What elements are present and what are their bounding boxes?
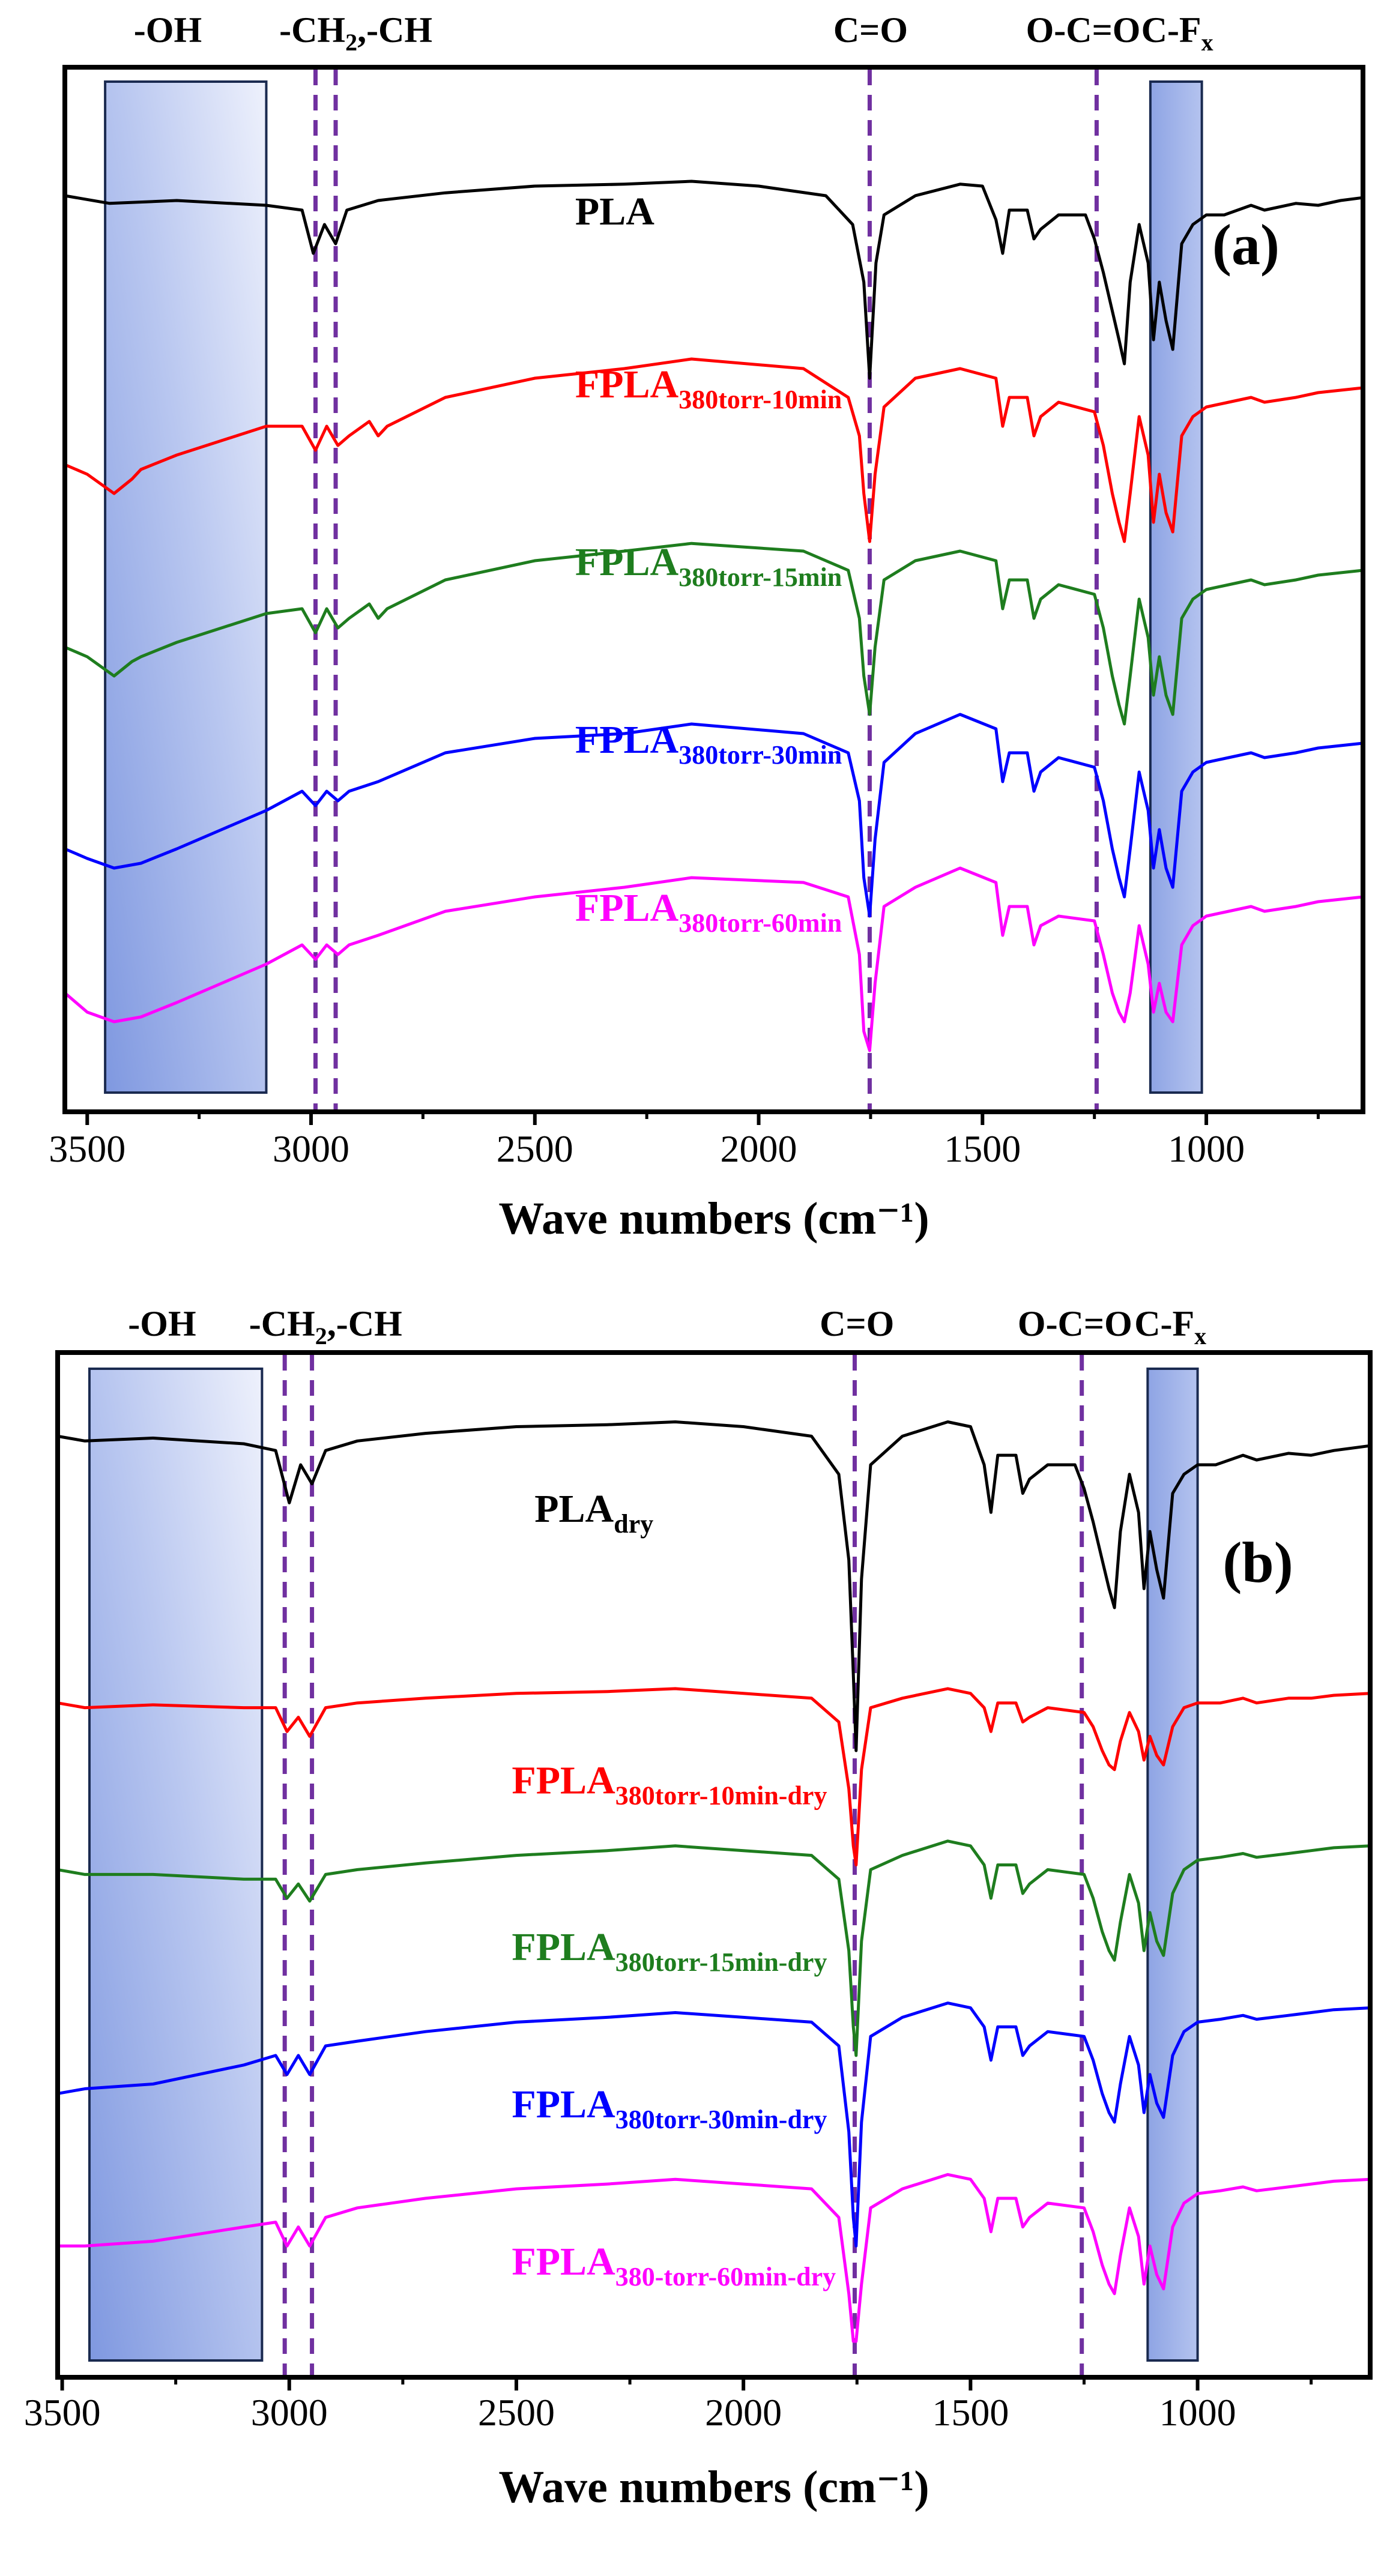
x-tick-label-4: 1500 <box>944 1127 1021 1170</box>
series-label-4: FPLA380torr-60min <box>575 886 842 938</box>
series-label-3: FPLA380torr-30min-dry <box>512 2083 827 2134</box>
x-tick-label-2: 2500 <box>478 2391 555 2434</box>
plot-frame <box>55 1350 1373 2380</box>
panel-label: (a) <box>1212 213 1280 277</box>
series-label-2: FPLA380torr-15min-dry <box>512 1925 827 1977</box>
panel-b: PLAdry FPLA380torr-10min-dry FPLA380torr-1… <box>24 1304 1373 2512</box>
shaded-band-oh <box>88 1368 264 2362</box>
plot-frame <box>62 65 1365 1114</box>
top-annotation-3: O-C=O <box>1026 10 1141 50</box>
series-line-3 <box>57 2001 1371 2248</box>
series-line-0 <box>57 1420 1371 1752</box>
x-tick-label-4: 1500 <box>932 2391 1009 2434</box>
shaded-band-oh <box>104 80 268 1094</box>
series-label-1: FPLA380torr-10min-dry <box>512 1758 827 1810</box>
series-label-0: PLAdry <box>534 1487 653 1539</box>
top-annotation-2: C=O <box>833 10 908 50</box>
top-annotation-4: C-Fx <box>1141 10 1213 56</box>
x-tick-label-1: 3000 <box>251 2391 328 2434</box>
top-annotation-2: C=O <box>820 1304 894 1344</box>
x-axis-label: Wave numbers (cm⁻¹) <box>498 1193 929 1244</box>
series-label-2: FPLA380torr-15min <box>575 540 842 592</box>
panel-label: (b) <box>1222 1530 1293 1594</box>
top-annotation-4: C-Fx <box>1134 1304 1206 1350</box>
series-line-2 <box>57 1839 1371 2057</box>
top-annotation-3: O-C=O <box>1018 1304 1132 1344</box>
series-line-3 <box>64 713 1364 918</box>
shaded-band-cfx <box>1149 80 1203 1094</box>
x-tick-label-0: 3500 <box>24 2391 101 2434</box>
top-annotation-1: -CH2,-CH <box>249 1304 402 1350</box>
series-line-4 <box>58 2173 1371 2343</box>
series-label-4: FPLA380-torr-60min-dry <box>512 2240 836 2291</box>
x-tick-label-3: 2000 <box>705 2391 782 2434</box>
x-tick-label-3: 2000 <box>721 1127 797 1170</box>
x-tick-label-0: 3500 <box>49 1127 125 1170</box>
x-axis-label: Wave numbers (cm⁻¹) <box>498 2462 929 2512</box>
series-line-1 <box>57 1687 1371 1866</box>
x-tick-label-5: 1000 <box>1168 1127 1245 1170</box>
series-line-4 <box>64 866 1364 1052</box>
x-tick-label-5: 1000 <box>1159 2391 1236 2434</box>
top-annotation-0: -OH <box>128 1304 196 1344</box>
series-line-1 <box>64 357 1364 543</box>
series-line-2 <box>64 541 1364 726</box>
x-tick-label-2: 2500 <box>497 1127 573 1170</box>
x-tick-label-1: 3000 <box>273 1127 349 1170</box>
series-line-0 <box>64 179 1364 380</box>
panel-a: PLA FPLA380torr-10min FPLA380torr-15min FPL… <box>49 10 1365 1244</box>
top-annotation-1: -CH2,-CH <box>279 10 432 56</box>
series-label-3: FPLA380torr-30min <box>575 718 842 770</box>
top-annotation-0: -OH <box>134 10 202 50</box>
series-label-1: FPLA380torr-10min <box>575 363 842 414</box>
series-label-0: PLA <box>575 190 654 234</box>
